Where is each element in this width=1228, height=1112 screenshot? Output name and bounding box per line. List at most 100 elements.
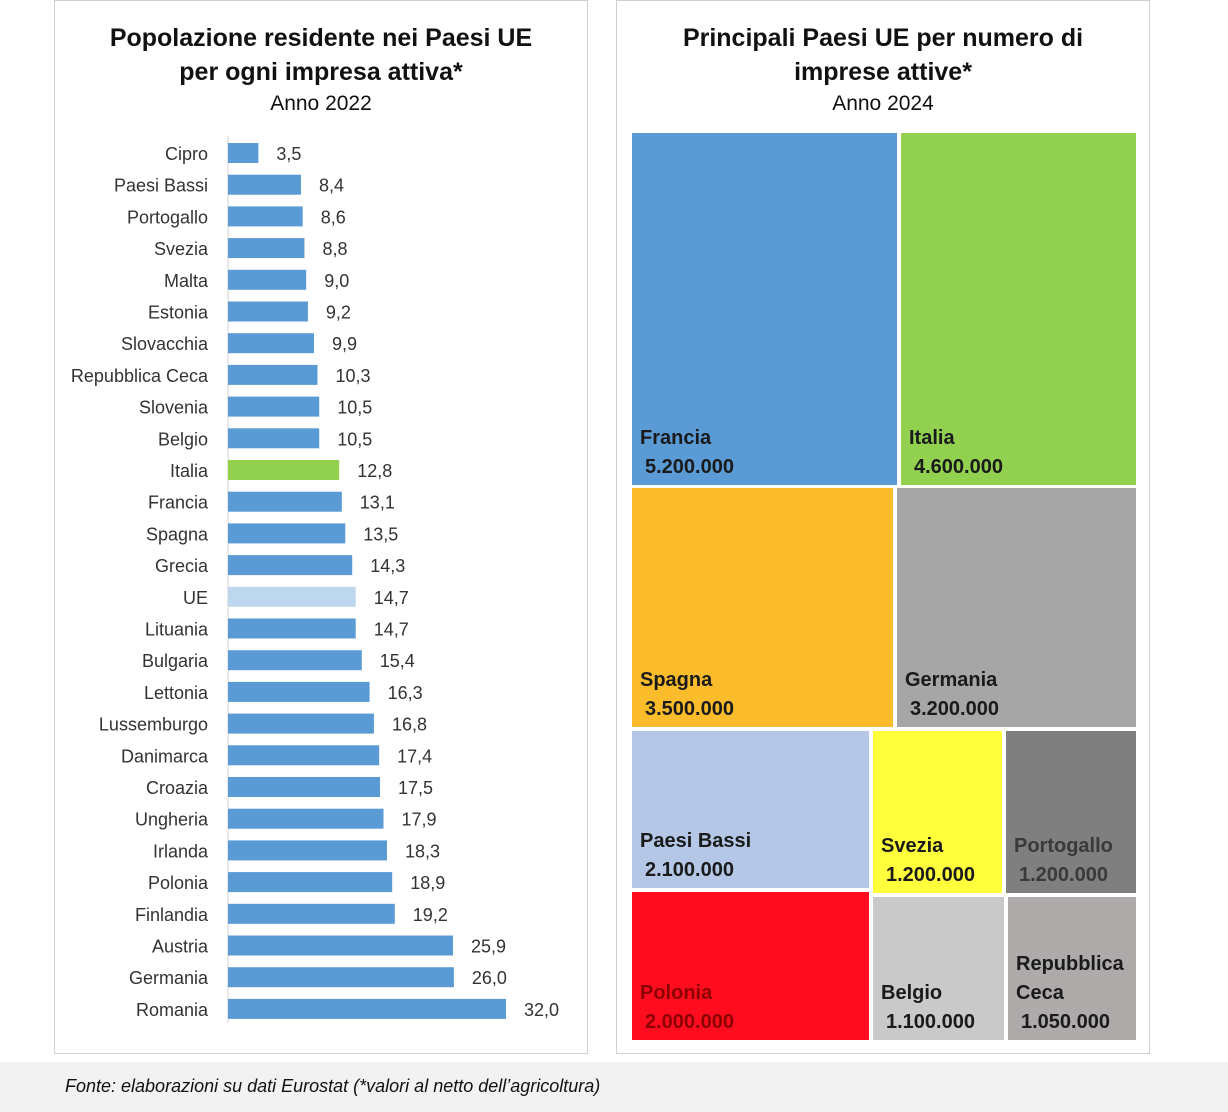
bar-paesi-bassi (228, 174, 301, 195)
bar-category-label-lettonia: Lettonia (144, 683, 209, 703)
bar-malta (228, 269, 307, 290)
bar-category-label-polonia: Polonia (148, 873, 209, 893)
treemap-cell-belgio (873, 897, 1004, 1040)
bar-value-label-bulgaria: 15,4 (380, 651, 415, 671)
treemap-value-belgio: 1.100.000 (886, 1011, 975, 1033)
treemap-name-germania: Germania (905, 669, 998, 691)
treemap-value-repubblica-ceca: 1.050.000 (1021, 1011, 1110, 1033)
bar-category-label-cipro: Cipro (165, 144, 208, 164)
bar-lussemburgo (228, 713, 374, 734)
bar-category-label-italia: Italia (170, 461, 209, 481)
bar-value-label-francia: 13,1 (360, 493, 395, 513)
bar-category-label-romania: Romania (136, 1000, 209, 1020)
treemap-value-francia: 5.200.000 (645, 456, 734, 478)
bar-chart-title-line-1: Popolazione residente nei Paesi UE (109, 24, 533, 52)
bar-francia (228, 491, 342, 512)
bar-value-label-danimarca: 17,4 (397, 746, 432, 766)
bar-category-label-malta: Malta (164, 271, 209, 291)
treemap-chart: Francia 5.200.000 Italia 4.600.000 Spagna 3.5… (632, 133, 1136, 1040)
treemap-value-germania: 3.200.000 (910, 698, 999, 720)
bar-category-label-finlandia: Finlandia (135, 905, 209, 925)
bar-value-label-paesi-bassi: 8,4 (319, 176, 344, 196)
bar-category-label-danimarca: Danimarca (121, 746, 209, 766)
treemap-name-francia: Francia (640, 427, 712, 449)
bar-value-label-spagna: 13,5 (363, 524, 398, 544)
bar-slovacchia (228, 333, 315, 354)
bar-value-label-belgio: 10,5 (337, 429, 372, 449)
bar-value-label-repubblica-ceca: 10,3 (335, 366, 370, 386)
treemap-cell-repubblica-ceca (1008, 897, 1136, 1040)
bar-chart: Cipro 3,5 Paesi Bassi 8,4 Portogallo 8,6 Svezi… (71, 136, 559, 1023)
bar-romania (228, 998, 506, 1019)
treemap-cell-paesi-bassi (632, 731, 869, 888)
bar-value-label-svezia: 8,8 (322, 239, 347, 259)
treemap-name-polonia: Polonia (640, 982, 713, 1004)
bar-category-label-germania: Germania (129, 968, 209, 988)
treemap-cell-germania (897, 488, 1136, 727)
bar-chart-panel: Popolazione residente nei Paesi UE per o… (54, 0, 588, 1054)
bar-value-label-lettonia: 16,3 (388, 683, 423, 703)
treemap-name-repubblica-ceca-2: Ceca (1016, 982, 1065, 1004)
bar-category-label-austria: Austria (152, 937, 209, 957)
bar-category-label-lussemburgo: Lussemburgo (99, 715, 208, 735)
bar-chart-subtitle: Anno 2022 (270, 92, 372, 115)
bar-category-label-ue: UE (183, 588, 208, 608)
treemap-name-portogallo: Portogallo (1014, 835, 1113, 857)
bar-value-label-slovenia: 10,5 (337, 398, 372, 418)
bar-category-label-repubblica-ceca: Repubblica Ceca (71, 366, 209, 386)
treemap-value-polonia: 2.000.000 (645, 1011, 734, 1033)
bar-category-label-slovacchia: Slovacchia (121, 334, 209, 354)
bar-svezia (228, 238, 305, 259)
bar-value-label-romania: 32,0 (524, 1000, 559, 1020)
bar-germania (228, 967, 454, 988)
bar-bulgaria (228, 650, 362, 671)
treemap-cell-italia (901, 133, 1136, 485)
treemap-value-portogallo: 1.200.000 (1019, 864, 1108, 886)
treemap-subtitle: Anno 2024 (832, 92, 934, 115)
bar-ungheria (228, 808, 384, 829)
bar-category-label-grecia: Grecia (155, 556, 209, 576)
treemap-cell-polonia (632, 892, 869, 1040)
bar-value-label-austria: 25,9 (471, 937, 506, 957)
treemap-value-italia: 4.600.000 (914, 456, 1003, 478)
bar-chart-title-line-2: per ogni impresa attiva* (179, 58, 463, 86)
treemap-cell-svezia (873, 731, 1002, 893)
bar-value-label-estonia: 9,2 (326, 303, 351, 323)
bar-value-label-slovacchia: 9,9 (332, 334, 357, 354)
bar-lettonia (228, 681, 370, 702)
treemap-name-belgio: Belgio (881, 982, 942, 1004)
bar-category-label-paesi-bassi: Paesi Bassi (114, 176, 208, 196)
bar-category-label-belgio: Belgio (158, 429, 208, 449)
bar-value-label-germania: 26,0 (472, 968, 507, 988)
treemap-title-line-1: Principali Paesi UE per numero di (682, 24, 1084, 52)
bar-lituania (228, 618, 356, 639)
treemap-cell-francia (632, 133, 897, 485)
bar-polonia (228, 872, 393, 893)
treemap-name-repubblica-ceca-1: Repubblica (1016, 953, 1125, 975)
footer-band (0, 1062, 1228, 1112)
bar-category-label-spagna: Spagna (146, 524, 209, 544)
bar-portogallo (228, 206, 303, 227)
bar-cipro (228, 143, 259, 163)
bar-value-label-grecia: 14,3 (370, 556, 405, 576)
treemap-value-paesi-bassi: 2.100.000 (645, 859, 734, 881)
bar-value-label-irlanda: 18,3 (405, 841, 440, 861)
bar-category-label-bulgaria: Bulgaria (142, 651, 209, 671)
treemap-name-spagna: Spagna (640, 669, 713, 691)
treemap-title-line-2: imprese attive* (794, 58, 972, 86)
bar-value-label-lussemburgo: 16,8 (392, 715, 427, 735)
bar-value-label-finlandia: 19,2 (413, 905, 448, 925)
treemap-panel: Principali Paesi UE per numero di impres… (616, 0, 1150, 1054)
bar-category-label-portogallo: Portogallo (127, 207, 208, 227)
bar-finlandia (228, 903, 395, 924)
bar-slovenia (228, 396, 320, 417)
treemap-cell-portogallo (1006, 731, 1136, 893)
bar-value-label-croazia: 17,5 (398, 778, 433, 798)
treemap-value-spagna: 3.500.000 (645, 698, 734, 720)
bar-danimarca (228, 745, 380, 766)
bar-croazia (228, 777, 381, 797)
bar-estonia (228, 301, 308, 322)
bar-irlanda (228, 840, 387, 861)
bar-category-label-francia: Francia (148, 493, 209, 513)
treemap-name-italia: Italia (909, 427, 955, 449)
